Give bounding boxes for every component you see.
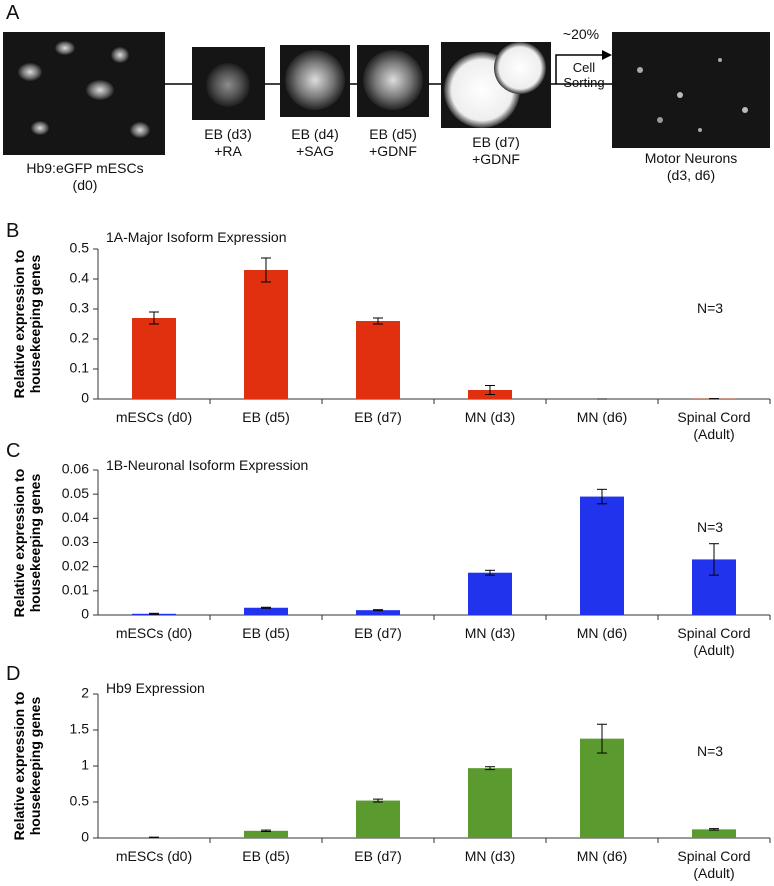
line: Hb9:eGFP mESCs bbox=[26, 160, 144, 176]
y-tick-label: 2 bbox=[81, 685, 89, 701]
bar bbox=[244, 830, 288, 838]
x-tick-label: MN (d3) bbox=[464, 625, 516, 641]
y-tick-label: 0 bbox=[81, 390, 89, 406]
line: Sorting bbox=[563, 75, 605, 90]
y-tick-label: 0.4 bbox=[70, 270, 90, 286]
x-tick-label: MN (d6) bbox=[576, 625, 628, 641]
x-tick-label: EB (d5) bbox=[242, 409, 290, 425]
x-tick-label: MN (d3) bbox=[464, 409, 516, 425]
arrow-label: Cell Sorting bbox=[556, 60, 612, 90]
line: (d0) bbox=[72, 177, 98, 193]
annotation: N=3 bbox=[696, 519, 724, 536]
x-tick-label: Spinal Cord (Adult) bbox=[677, 625, 751, 658]
stage-label: Motor Neurons (d3, d6) bbox=[612, 150, 770, 184]
x-tick-label: MN (d6) bbox=[576, 848, 628, 864]
x-tick-label: mESCs (d0) bbox=[115, 848, 193, 864]
x-tick-label: MN (d3) bbox=[464, 848, 516, 864]
y-axis-label: Relative expression to housekeeping gene… bbox=[11, 468, 43, 617]
line: +RA bbox=[214, 143, 242, 159]
x-tick-label: EB (d7) bbox=[354, 848, 402, 864]
line: +GDNF bbox=[472, 151, 520, 167]
bar bbox=[356, 610, 400, 615]
chart-title: 1A-Major Isoform Expression bbox=[106, 229, 287, 245]
arrow-label: ~20% bbox=[562, 26, 600, 42]
y-tick-label: 0 bbox=[81, 606, 89, 622]
bar bbox=[580, 738, 624, 838]
x-tick-label: EB (d7) bbox=[354, 625, 402, 641]
bar bbox=[244, 607, 288, 615]
y-tick-label: 0.2 bbox=[70, 330, 90, 346]
y-tick-label: 0.01 bbox=[62, 582, 89, 598]
y-tick-label: 1 bbox=[81, 757, 89, 773]
x-tick-label: EB (d5) bbox=[242, 848, 290, 864]
bar bbox=[580, 496, 624, 615]
bar bbox=[468, 572, 512, 615]
y-tick-label: 0.3 bbox=[70, 300, 90, 316]
x-tick-label: MN (d6) bbox=[576, 409, 628, 425]
bar bbox=[132, 318, 176, 399]
bar bbox=[692, 829, 736, 838]
bar bbox=[244, 270, 288, 399]
stage-label: EB (d4) +SAG bbox=[267, 126, 363, 160]
y-axis-label: Relative expression to housekeeping gene… bbox=[11, 249, 43, 399]
x-tick-label: Spinal Cord (Adult) bbox=[677, 848, 751, 881]
x-tick-label: Spinal Cord (Adult) bbox=[677, 409, 751, 442]
y-tick-label: 0.06 bbox=[62, 461, 89, 477]
panel-label: B bbox=[6, 220, 20, 242]
line: Motor Neurons bbox=[644, 150, 738, 166]
chart-title: Hb9 Expression bbox=[106, 680, 205, 696]
y-tick-label: 1.5 bbox=[70, 721, 90, 737]
annotation: N=3 bbox=[696, 300, 724, 316]
y-tick-label: 0.03 bbox=[62, 533, 89, 549]
annotation: N=3 bbox=[696, 742, 724, 759]
line: EB (d5) bbox=[369, 126, 417, 142]
y-tick-label: 0 bbox=[81, 829, 89, 845]
stage-label: EB (d5) +GDNF bbox=[345, 126, 441, 160]
y-tick-label: 0.5 bbox=[70, 240, 90, 256]
stage-label: EB (d3) +RA bbox=[180, 126, 276, 160]
y-tick-label: 0.1 bbox=[70, 360, 90, 376]
panel-label: C bbox=[6, 440, 21, 462]
panel-label: A bbox=[6, 2, 20, 24]
y-axis-label: Relative expression to housekeeping gene… bbox=[11, 691, 43, 841]
x-tick-label: EB (d5) bbox=[242, 625, 290, 641]
x-tick-label: mESCs (d0) bbox=[115, 625, 193, 641]
diagram-images bbox=[3, 32, 770, 155]
stage-label: Hb9:eGFP mESCs (d0) bbox=[0, 160, 170, 194]
line: EB (d7) bbox=[472, 134, 520, 150]
bar bbox=[356, 800, 400, 838]
line: (d3, d6) bbox=[666, 167, 716, 183]
x-tick-label: mESCs (d0) bbox=[115, 409, 193, 425]
y-tick-label: 0.05 bbox=[62, 485, 89, 501]
y-tick-label: 0.02 bbox=[62, 557, 89, 573]
line: +SAG bbox=[296, 143, 334, 159]
stage-label: EB (d7) +GDNF bbox=[448, 134, 544, 168]
line: +GDNF bbox=[369, 143, 417, 159]
bar bbox=[356, 321, 400, 399]
line: Cell bbox=[572, 60, 596, 75]
y-tick-label: 0.04 bbox=[62, 509, 89, 525]
chart-title: 1B-Neuronal Isoform Expression bbox=[106, 457, 309, 473]
line: EB (d4) bbox=[291, 126, 339, 142]
bar bbox=[468, 768, 512, 838]
line: EB (d3) bbox=[204, 126, 252, 142]
panel-label: D bbox=[6, 663, 21, 685]
x-tick-label: EB (d7) bbox=[354, 409, 402, 425]
y-tick-label: 0.5 bbox=[70, 793, 90, 809]
